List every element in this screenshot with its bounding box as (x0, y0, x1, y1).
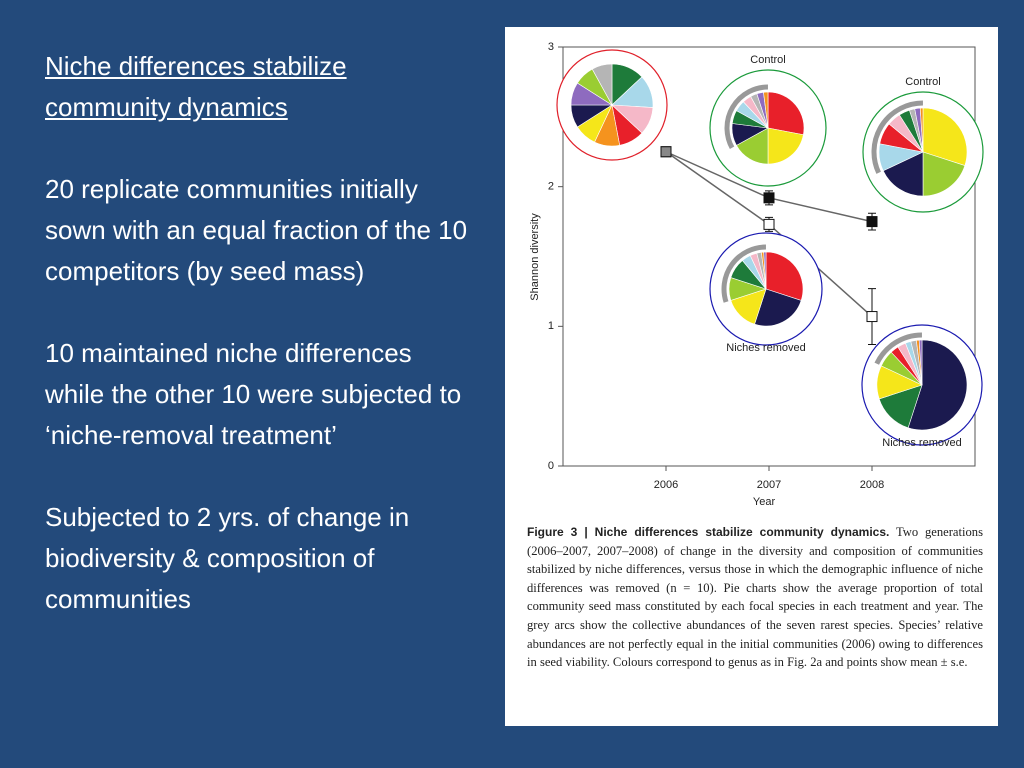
pie-slice (907, 339, 968, 431)
pie-slice (765, 251, 804, 301)
pie-slice (882, 151, 924, 197)
data-point (866, 311, 878, 323)
paragraph: Subjected to 2 yrs. of change in biodive… (45, 502, 410, 614)
pie-slice (763, 91, 769, 129)
data-point (763, 192, 775, 204)
pie-slice (919, 107, 924, 153)
figure-panel: Year Shannon diversity 0 1 2 3 2006 2007 2008 C… (505, 27, 998, 726)
x-tick-label: 2007 (757, 479, 781, 491)
y-tick-label: 1 (548, 320, 554, 332)
pie-label: Control (905, 76, 940, 88)
data-point (763, 218, 775, 230)
pie-slice (922, 107, 968, 166)
y-tick-label: 3 (548, 41, 554, 53)
pie-slice (763, 251, 767, 290)
rare-species-arc (721, 244, 767, 303)
pie-label: Niches removed (726, 342, 805, 354)
pie-slice (767, 127, 804, 165)
rare-species-arc (874, 332, 923, 365)
chart: Year Shannon diversity 0 1 2 3 2006 2007 2008 C… (529, 41, 984, 508)
caption-title: Figure 3 | Niche differences stabilize c… (527, 525, 890, 539)
pie-slice (767, 91, 805, 136)
caption-text: Two generations (2006–2007, 2007–2008) o… (527, 525, 984, 670)
slide-title: Niche differences stabilize community dy… (45, 51, 347, 122)
paragraph: 20 replicate communities initially sown … (45, 174, 468, 286)
y-tick-label: 0 (548, 460, 554, 472)
y-tick-label: 2 (548, 181, 554, 193)
rare-species-arc (871, 100, 924, 174)
figure-caption: Figure 3 | Niche differences stabilize c… (527, 523, 983, 672)
text-column: Niche differences stabilize community dy… (45, 46, 470, 661)
pie-label: Control (750, 54, 785, 66)
x-tick-label: 2008 (860, 479, 884, 491)
pie-slice (754, 288, 802, 327)
paragraph: 10 maintained niche differences while th… (45, 338, 462, 450)
y-axis-label: Shannon diversity (529, 213, 541, 301)
pie-slice (591, 63, 613, 106)
data-point (660, 146, 672, 158)
data-point (866, 216, 878, 228)
pie-slice (922, 151, 966, 197)
pie-label: Niches removed (882, 437, 961, 449)
rare-species-arc (724, 84, 769, 149)
x-tick-label: 2006 (654, 479, 678, 491)
x-axis-label: Year (753, 496, 776, 508)
pie-slice (918, 339, 923, 386)
